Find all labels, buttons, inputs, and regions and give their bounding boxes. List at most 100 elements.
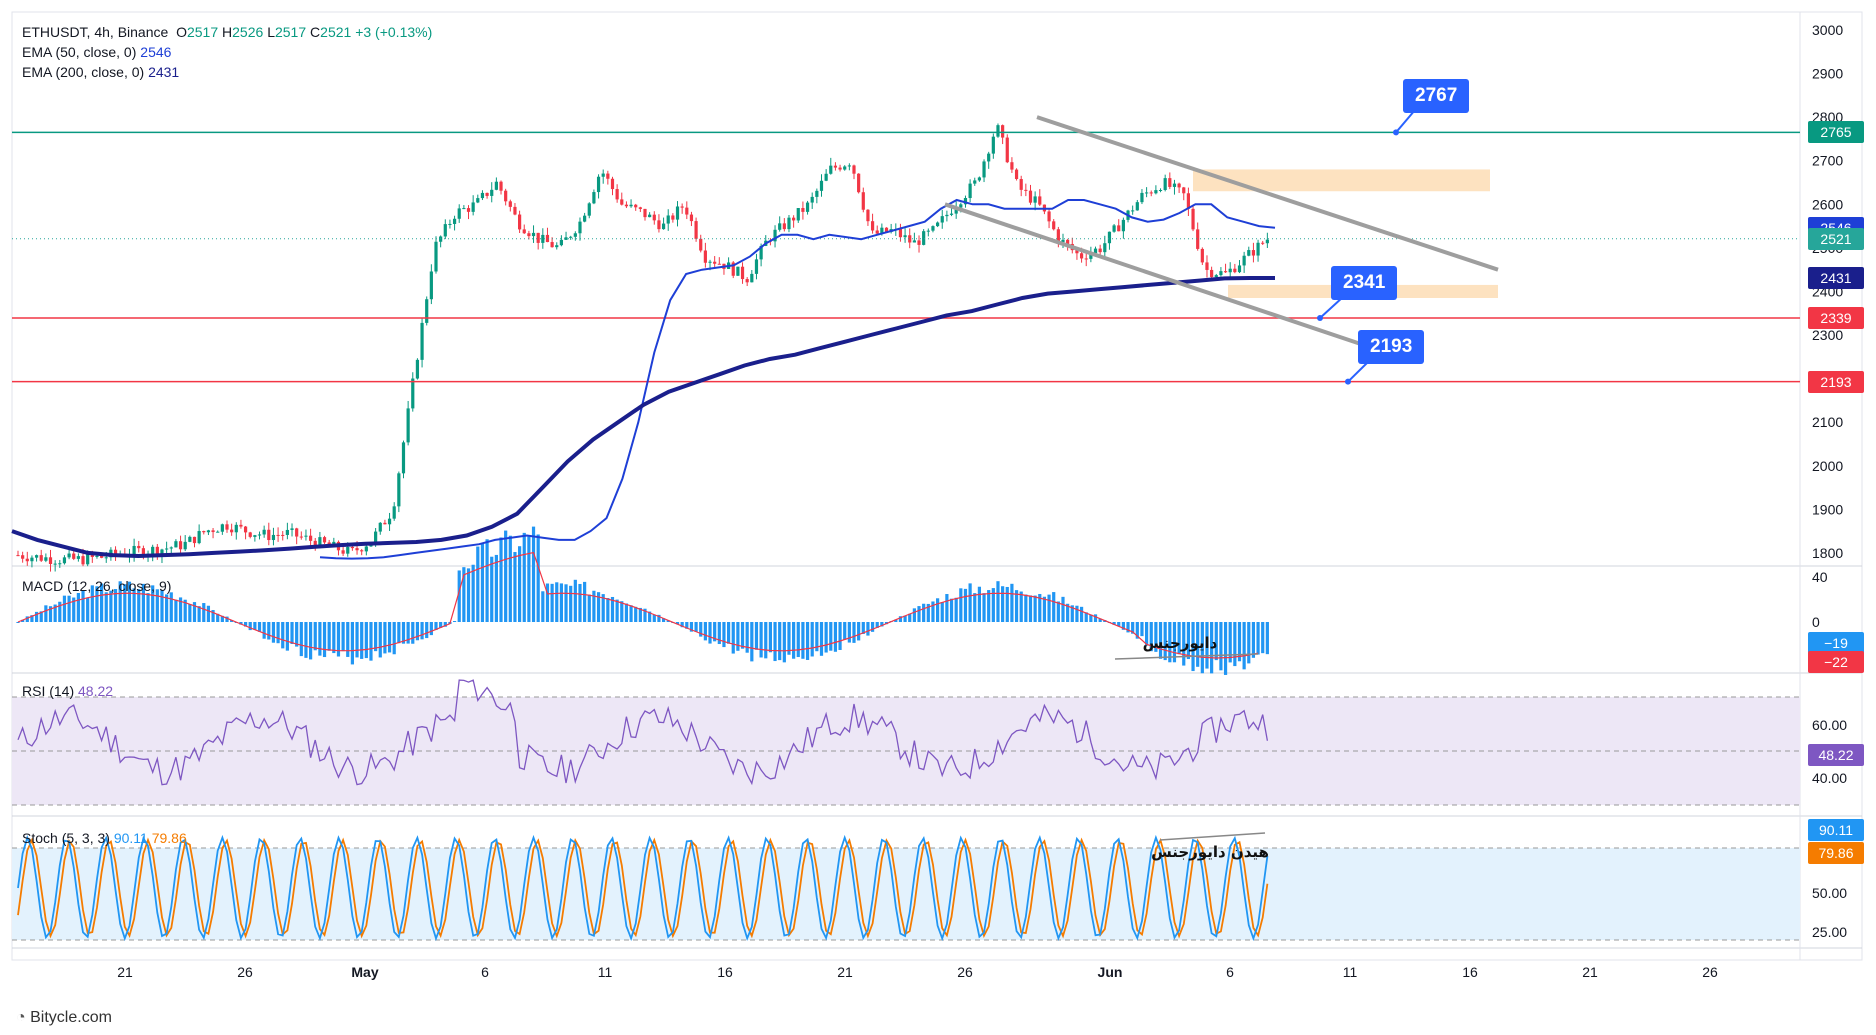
macd-histogram-bar <box>165 594 169 622</box>
macd-tick-label: 40 <box>1812 569 1828 585</box>
macd-histogram-bar <box>1093 614 1098 622</box>
macd-histogram-bar <box>968 583 972 622</box>
candle-body <box>490 189 494 196</box>
macd-histogram-bar <box>861 622 865 634</box>
candle-body <box>434 241 438 272</box>
rsi-tick-label: 60.00 <box>1812 717 1847 733</box>
price-tick-label: 2700 <box>1812 153 1843 169</box>
candle-body <box>620 199 624 205</box>
macd-histogram-bar <box>866 622 870 636</box>
macd-histogram-bar <box>518 546 522 622</box>
macd-histogram-bar <box>248 622 252 631</box>
macd-histogram-bar <box>569 585 573 622</box>
macd-histogram-bar <box>123 584 127 622</box>
macd-histogram-bar <box>1219 622 1223 671</box>
candle-body <box>21 555 25 559</box>
macd-histogram-bar <box>466 568 471 622</box>
macd-histogram-bar <box>90 585 94 622</box>
candle-body <box>1052 221 1056 230</box>
candle-body <box>262 529 266 535</box>
rsi-tag: 48.22 <box>1808 744 1864 766</box>
macd-histogram-bar <box>940 602 944 622</box>
candle-body <box>341 550 345 554</box>
macd-histogram-bar <box>736 622 740 651</box>
macd-histogram-bar <box>44 605 48 622</box>
ohlc-h-label: H <box>222 24 233 40</box>
candle-body <box>643 208 647 218</box>
candle-body <box>248 532 252 537</box>
candle-body <box>1028 190 1033 203</box>
candle-body <box>499 181 503 191</box>
macd-histogram-bar <box>1265 622 1269 655</box>
candle-body <box>555 245 559 248</box>
macd-histogram-bar <box>1121 622 1125 630</box>
macd-histogram-bar <box>750 622 754 662</box>
macd-histogram-bar <box>485 539 489 622</box>
candle-body <box>322 537 327 543</box>
candle-body <box>425 299 429 323</box>
macd-histogram-bar <box>1242 622 1246 670</box>
macd-histogram-bar <box>1066 603 1070 622</box>
macd-histogram-bar <box>652 614 656 622</box>
macd-histogram-bar <box>903 615 907 622</box>
macd-histogram-bar <box>429 622 433 636</box>
candle-body <box>309 535 313 541</box>
stoch-d-line <box>17 837 1269 939</box>
candle-body <box>968 183 972 199</box>
macd-histogram-bar <box>1001 586 1005 622</box>
candle-body <box>1261 242 1265 244</box>
candle-body <box>1089 253 1093 259</box>
candle-body <box>708 261 712 263</box>
candle-body <box>657 220 661 230</box>
ohlc-c-label: C <box>310 24 321 40</box>
macd-histogram-bar <box>759 622 763 658</box>
macd-histogram-bar <box>504 530 508 622</box>
candle-body <box>276 534 280 536</box>
macd-histogram-bar <box>113 589 118 622</box>
time-tick-label: 11 <box>598 964 613 980</box>
candle-body <box>113 549 118 555</box>
macd-histogram-bar <box>360 622 364 659</box>
macd-histogram-bar <box>778 622 782 661</box>
candle-body <box>174 541 178 548</box>
candle-body <box>183 541 187 550</box>
candle-body <box>564 237 568 240</box>
macd-histogram-bar <box>1233 622 1237 667</box>
candle-body <box>1149 192 1153 194</box>
candle-body <box>53 563 57 565</box>
macd-histogram-bar <box>364 622 368 659</box>
macd-histogram-bar <box>211 610 215 622</box>
candle-body <box>982 161 986 178</box>
ohlc-o-label: O <box>176 24 187 40</box>
macd-histogram-bar <box>1038 593 1042 622</box>
callout-2767: 2767 <box>1403 79 1470 113</box>
axes: 1800190020002100220023002400250026002700… <box>117 22 1847 980</box>
price-tick-label: 2000 <box>1812 458 1843 474</box>
candle-body <box>717 263 721 265</box>
macd-histogram-bar <box>782 622 786 663</box>
candle-body <box>903 235 907 238</box>
supply-zone <box>1193 169 1490 192</box>
macd-label: MACD (12, 26, close, 9) <box>22 578 172 594</box>
macd-histogram-bar <box>982 593 986 622</box>
candle-body <box>476 198 480 203</box>
macd-histogram-bar <box>1112 622 1116 625</box>
macd-histogram-bar <box>411 622 415 644</box>
candle-body <box>206 530 211 533</box>
macd-histogram-bar <box>58 601 62 622</box>
candle-body <box>202 531 206 533</box>
macd-histogram-bar <box>1079 606 1084 622</box>
candle-body <box>178 541 183 550</box>
macd-tag: −19 <box>1808 632 1864 654</box>
candle-body <box>1223 271 1228 273</box>
macd-histogram-bar <box>34 611 39 622</box>
macd-histogram-bar <box>648 611 652 622</box>
macd-histogram-bar <box>39 611 43 622</box>
candle-body <box>1251 250 1256 256</box>
candle-body <box>1075 250 1079 254</box>
candle-body <box>462 208 466 210</box>
candle-body <box>875 230 879 234</box>
macd-histogram-bar <box>62 595 67 622</box>
macd-histogram-bar <box>127 581 132 622</box>
candle-body <box>44 557 48 561</box>
